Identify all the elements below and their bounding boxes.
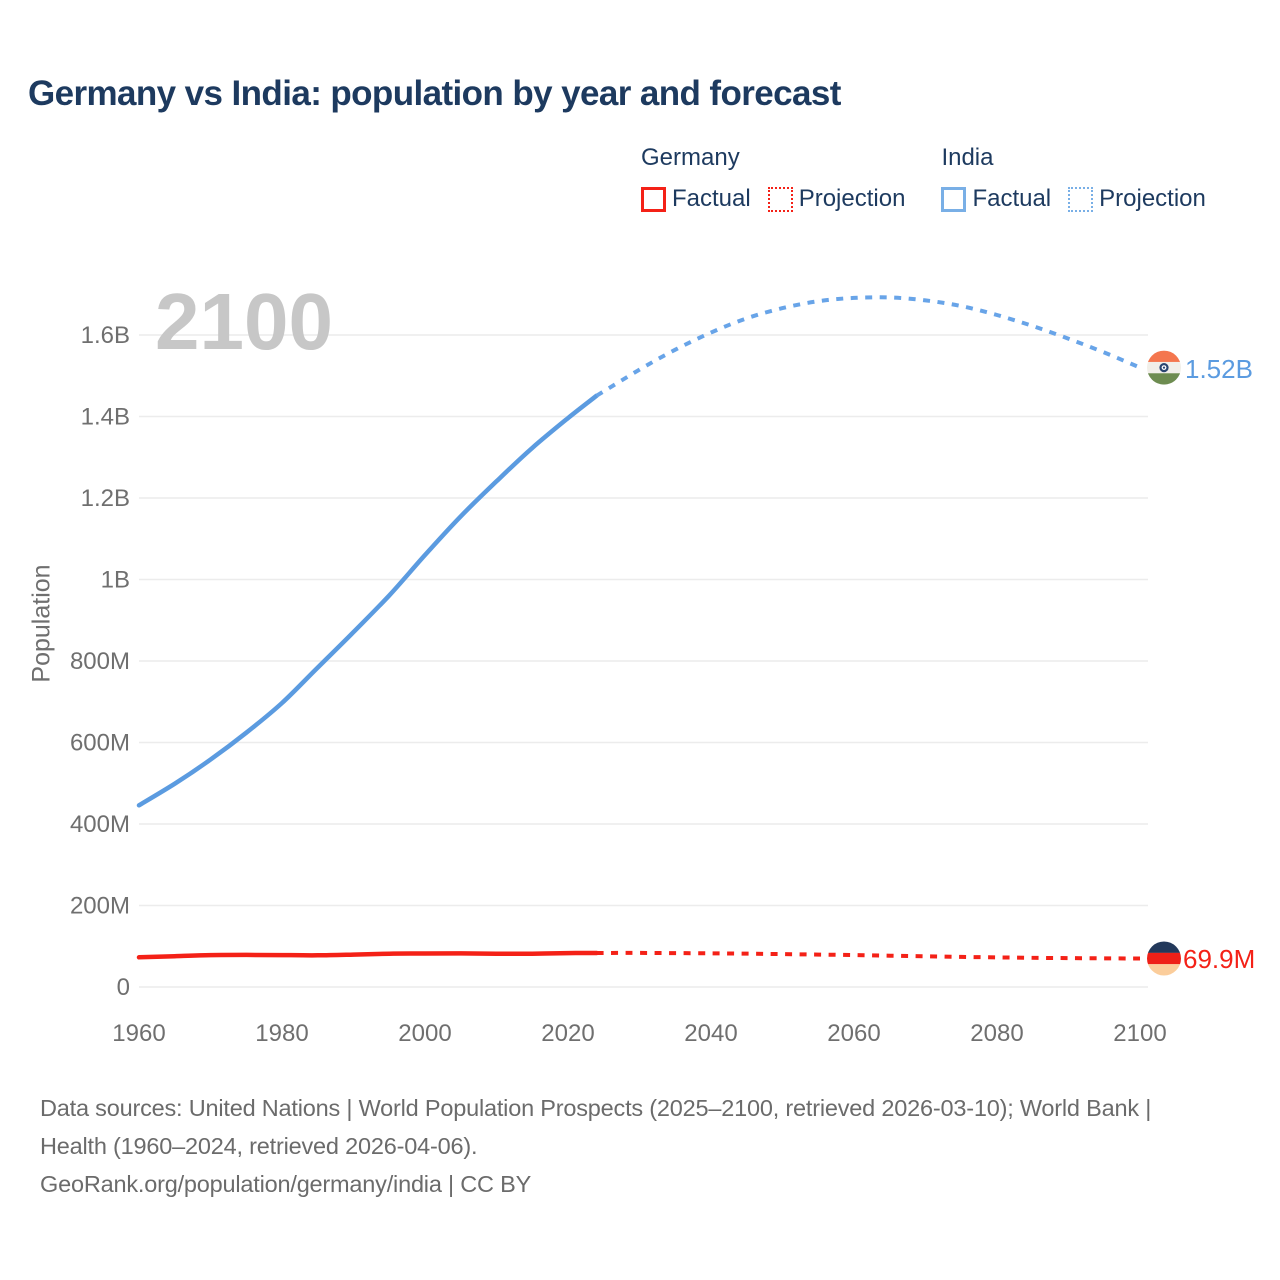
y-tick-label: 800M [70, 648, 130, 675]
legend-germany-factual[interactable]: Factual [641, 185, 751, 213]
x-tick-label: 2100 [1113, 1020, 1166, 1047]
germany-factual-line [136, 950, 599, 960]
x-tick-label: 1960 [112, 1020, 165, 1047]
legend-group-title: Germany [641, 144, 740, 171]
india-projection-swatch-icon [1068, 186, 1094, 212]
y-tick-label: 600M [70, 730, 130, 757]
legend-group-germany: Germany Factual Projection [641, 144, 905, 213]
germany-flag-icon [1147, 941, 1181, 976]
y-tick-label: 400M [70, 811, 130, 838]
y-tick-label: 0 [117, 974, 130, 1001]
chart-watermark: 2100 [155, 277, 333, 366]
attribution-text: GeoRank.org/population/germany/india | C… [40, 1171, 532, 1197]
germany-end-value-label: 69.9M [1183, 944, 1256, 974]
x-tick-label: 2040 [684, 1020, 737, 1047]
legend-item-label: Projection [798, 185, 906, 212]
x-tick-label: 2000 [398, 1020, 451, 1047]
legend-item-label: Factual [972, 185, 1052, 212]
page-title: Germany vs India: population by year and… [28, 74, 841, 113]
india-factual-swatch-icon [941, 186, 967, 212]
india-projection-line [595, 295, 1141, 398]
x-tick-label: 2060 [827, 1020, 880, 1047]
legend-item-label: Projection [1099, 185, 1206, 212]
legend-india-projection[interactable]: Projection [1068, 185, 1206, 213]
germany-factual-swatch-icon [641, 186, 666, 212]
legend-row: Factual Projection [941, 185, 1206, 213]
germany-projection-line [596, 950, 1141, 961]
y-tick-label: 200M [70, 893, 130, 920]
legend-india-factual[interactable]: Factual [941, 185, 1051, 213]
legend-group-india: India Factual Projection [941, 144, 1206, 213]
germany-projection-swatch-icon [767, 186, 793, 212]
x-tick-label: 2020 [541, 1020, 594, 1047]
legend: Germany Factual Projection India Factual [641, 144, 1206, 213]
legend-germany-projection[interactable]: Projection [767, 185, 906, 213]
legend-group-title: India [941, 144, 994, 171]
y-tick-label: 1B [101, 567, 130, 594]
data-sources-text: Data sources: United Nations | World Pop… [40, 1095, 1152, 1159]
y-tick-label: 1.6B [81, 322, 130, 349]
india-flag-icon [1147, 350, 1181, 385]
india-end-value-label: 1.52B [1185, 354, 1253, 384]
y-axis-title: Population [27, 564, 56, 683]
legend-row: Factual Projection [641, 185, 905, 213]
india-factual-line [136, 393, 599, 808]
y-tick-label: 1.2B [81, 485, 130, 512]
y-tick-label: 1.4B [81, 404, 130, 431]
x-tick-label: 1980 [255, 1020, 308, 1047]
x-tick-label: 2080 [970, 1020, 1023, 1047]
legend-item-label: Factual [672, 185, 751, 212]
footer: Data sources: United Nations | World Pop… [40, 1089, 1220, 1203]
